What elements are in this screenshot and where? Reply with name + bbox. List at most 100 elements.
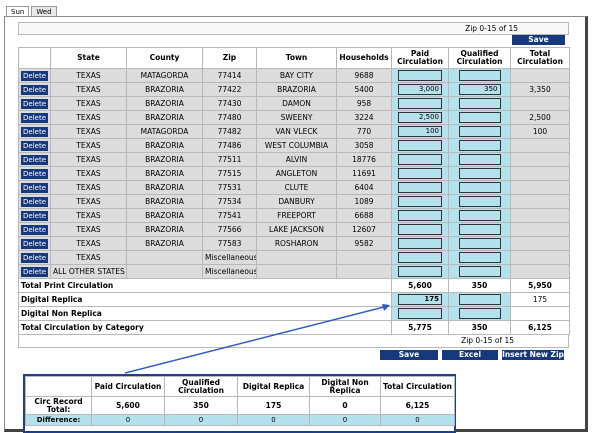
tab-sun[interactable]: Sun	[6, 6, 30, 18]
digital-replica-input[interactable]: 175	[398, 294, 442, 305]
qualified-circulation-input[interactable]	[458, 266, 501, 277]
paid-circulation-input[interactable]	[398, 196, 442, 207]
paid-circulation-input[interactable]	[398, 224, 442, 235]
tab-wed[interactable]: Wed	[31, 6, 57, 17]
total-by-category-label: Total Circulation by Category	[18, 320, 392, 335]
digital-non-replica-row: Digital Non Replica	[18, 306, 570, 321]
circ-record-digital-non-replica: 0	[309, 396, 381, 415]
paid-circulation-input[interactable]	[398, 238, 442, 249]
paid-cell: 100	[391, 124, 449, 139]
total-cell: 100	[510, 124, 570, 139]
circ-record-summary: Paid Circulation Qualified Circulation D…	[23, 374, 456, 433]
delete-button[interactable]: Delete	[21, 266, 48, 277]
delete-button[interactable]: Delete	[21, 210, 48, 221]
digital-non-replica-label: Digital Non Replica	[18, 306, 392, 321]
insert-new-zip-button[interactable]: Insert New Zip	[502, 350, 564, 360]
delete-button[interactable]: Delete	[21, 126, 48, 137]
difference-paid: 0	[91, 414, 165, 426]
paid-circulation-input[interactable]	[398, 140, 442, 151]
total-print-total: 5,950	[510, 278, 570, 293]
qualified-circulation-input[interactable]	[458, 196, 501, 207]
zip-cell: 77482	[202, 124, 257, 139]
paid-cell	[391, 250, 449, 265]
households-cell	[336, 250, 392, 265]
header-total: Total Circulation	[510, 47, 570, 69]
paid-circulation-input[interactable]	[398, 252, 442, 263]
qualified-circulation-input[interactable]: 350	[458, 84, 501, 95]
zip-cell: Miscellaneous	[202, 250, 257, 265]
delete-cell: Delete	[18, 208, 51, 223]
delete-button[interactable]: Delete	[21, 182, 48, 193]
total-cell	[510, 250, 570, 265]
digital-replica-total: 175	[510, 292, 570, 307]
delete-cell: Delete	[18, 152, 51, 167]
qualified-circulation-input[interactable]	[458, 126, 501, 137]
save-button[interactable]: Save	[380, 350, 438, 360]
table-row: Delete TEXAS BRAZORIA 77566 LAKE JACKSON 1260…	[18, 222, 570, 237]
qualified-circulation-input[interactable]	[458, 210, 501, 221]
qualified-circulation-input[interactable]	[458, 238, 501, 249]
qualified-cell	[448, 152, 511, 167]
delete-button[interactable]: Delete	[21, 70, 48, 81]
zip-cell: 77541	[202, 208, 257, 223]
qualified-circulation-input[interactable]	[458, 98, 501, 109]
town-cell: CLUTE	[256, 180, 337, 195]
top-pager-bar: Zip 0-15 of 15	[18, 22, 569, 35]
paid-circulation-input[interactable]	[398, 168, 442, 179]
qualified-circulation-input[interactable]	[458, 168, 501, 179]
delete-button[interactable]: Delete	[21, 84, 48, 95]
paid-circulation-input[interactable]: 2,500	[398, 112, 442, 123]
households-cell: 18776	[336, 152, 392, 167]
households-cell: 5400	[336, 82, 392, 97]
total-cell	[510, 96, 570, 111]
zip-table: State County Zip Town Households Paid Ci…	[18, 47, 570, 335]
delete-button[interactable]: Delete	[21, 196, 48, 207]
paid-circulation-input[interactable]	[398, 98, 442, 109]
delete-button[interactable]: Delete	[21, 112, 48, 123]
delete-button[interactable]: Delete	[21, 140, 48, 151]
town-cell: DAMON	[256, 96, 337, 111]
delete-button[interactable]: Delete	[21, 238, 48, 249]
zip-cell: 77566	[202, 222, 257, 237]
zip-count-top: Zip 0-15 of 15	[465, 24, 518, 33]
qualified-circulation-input[interactable]	[458, 70, 501, 81]
qualified-cell	[448, 138, 511, 153]
qualified-circulation-input[interactable]	[458, 182, 501, 193]
excel-button[interactable]: Excel	[442, 350, 498, 360]
paid-circulation-input[interactable]	[398, 182, 442, 193]
table-row: Delete TEXAS BRAZORIA 77534 DANBURY 1089	[18, 194, 570, 209]
delete-button[interactable]: Delete	[21, 154, 48, 165]
state-cell: TEXAS	[50, 166, 127, 181]
paid-circulation-input[interactable]: 100	[398, 126, 442, 137]
qualified-circulation-input[interactable]	[458, 112, 501, 123]
qualified-circulation-input[interactable]	[458, 140, 501, 151]
qualified-circulation-input[interactable]	[458, 154, 501, 165]
delete-button[interactable]: Delete	[21, 168, 48, 179]
total-cell	[510, 194, 570, 209]
delete-button[interactable]: Delete	[21, 224, 48, 235]
town-cell: ROSHARON	[256, 236, 337, 251]
table-row: Delete TEXAS BRAZORIA 77430 DAMON 958	[18, 96, 570, 111]
households-cell: 958	[336, 96, 392, 111]
qualified-cell	[448, 250, 511, 265]
state-cell: TEXAS	[50, 96, 127, 111]
paid-circulation-input[interactable]: 3,000	[398, 84, 442, 95]
total-print-paid: 5,600	[391, 278, 449, 293]
digital-non-replica-qualified-input[interactable]	[458, 308, 501, 319]
state-cell: TEXAS	[50, 208, 127, 223]
delete-button[interactable]: Delete	[21, 98, 48, 109]
town-cell: LAKE JACKSON	[256, 222, 337, 237]
header-county: County	[126, 47, 203, 69]
paid-circulation-input[interactable]	[398, 266, 442, 277]
qualified-circulation-input[interactable]	[458, 224, 501, 235]
paid-circulation-input[interactable]	[398, 70, 442, 81]
qualified-cell	[448, 110, 511, 125]
delete-button[interactable]: Delete	[21, 252, 48, 263]
digital-non-replica-input[interactable]	[398, 308, 442, 319]
qualified-circulation-input[interactable]	[458, 252, 501, 263]
save-button-top[interactable]: Save	[512, 35, 565, 45]
digital-replica-qualified-input[interactable]	[458, 294, 501, 305]
delete-cell: Delete	[18, 96, 51, 111]
paid-circulation-input[interactable]	[398, 154, 442, 165]
paid-circulation-input[interactable]	[398, 210, 442, 221]
